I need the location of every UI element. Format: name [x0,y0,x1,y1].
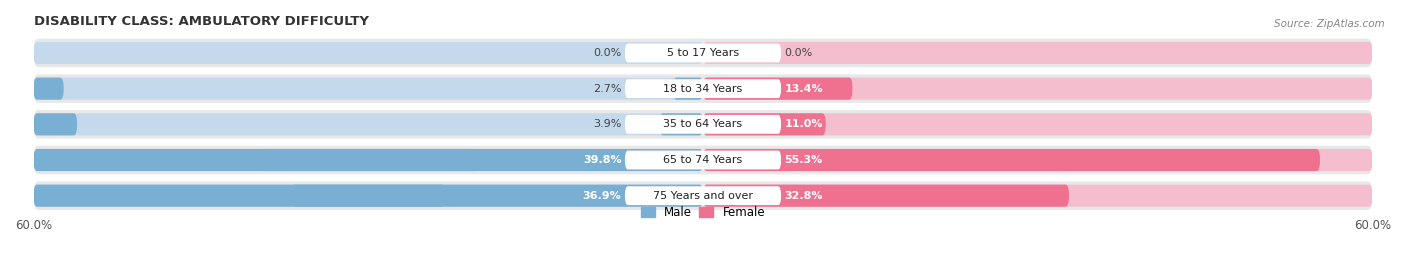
FancyBboxPatch shape [624,79,782,98]
Text: 39.8%: 39.8% [583,155,621,165]
Text: 0.0%: 0.0% [785,48,813,58]
FancyBboxPatch shape [34,39,1372,67]
FancyBboxPatch shape [34,146,1372,174]
FancyBboxPatch shape [624,44,782,62]
FancyBboxPatch shape [703,113,825,135]
Text: 32.8%: 32.8% [785,191,823,201]
FancyBboxPatch shape [624,151,782,169]
Text: 0.0%: 0.0% [593,48,621,58]
FancyBboxPatch shape [703,77,852,100]
FancyBboxPatch shape [703,42,1372,64]
Legend: Male, Female: Male, Female [636,201,770,224]
FancyBboxPatch shape [703,185,1069,207]
Text: 55.3%: 55.3% [785,155,823,165]
FancyBboxPatch shape [34,77,703,100]
FancyBboxPatch shape [34,77,63,100]
FancyBboxPatch shape [34,74,1372,103]
FancyBboxPatch shape [703,77,1372,100]
Text: 65 to 74 Years: 65 to 74 Years [664,155,742,165]
FancyBboxPatch shape [673,77,703,100]
Text: 13.4%: 13.4% [785,84,823,94]
Text: 2.7%: 2.7% [593,84,621,94]
FancyBboxPatch shape [34,113,77,135]
Text: 18 to 34 Years: 18 to 34 Years [664,84,742,94]
Text: 5 to 17 Years: 5 to 17 Years [666,48,740,58]
FancyBboxPatch shape [34,149,478,171]
Text: 36.9%: 36.9% [583,191,621,201]
FancyBboxPatch shape [34,181,1372,210]
FancyBboxPatch shape [624,115,782,134]
FancyBboxPatch shape [34,185,446,207]
FancyBboxPatch shape [34,149,703,171]
FancyBboxPatch shape [703,113,1372,135]
FancyBboxPatch shape [259,149,703,171]
Text: 75 Years and over: 75 Years and over [652,191,754,201]
FancyBboxPatch shape [703,149,1372,171]
FancyBboxPatch shape [291,185,703,207]
FancyBboxPatch shape [34,110,1372,139]
FancyBboxPatch shape [624,186,782,205]
Text: 11.0%: 11.0% [785,119,823,129]
FancyBboxPatch shape [659,113,703,135]
FancyBboxPatch shape [34,42,703,64]
FancyBboxPatch shape [34,113,703,135]
Text: Source: ZipAtlas.com: Source: ZipAtlas.com [1274,19,1385,29]
FancyBboxPatch shape [703,149,1320,171]
Text: 3.9%: 3.9% [593,119,621,129]
FancyBboxPatch shape [703,185,1372,207]
Text: 35 to 64 Years: 35 to 64 Years [664,119,742,129]
FancyBboxPatch shape [34,185,703,207]
Text: DISABILITY CLASS: AMBULATORY DIFFICULTY: DISABILITY CLASS: AMBULATORY DIFFICULTY [34,15,368,28]
